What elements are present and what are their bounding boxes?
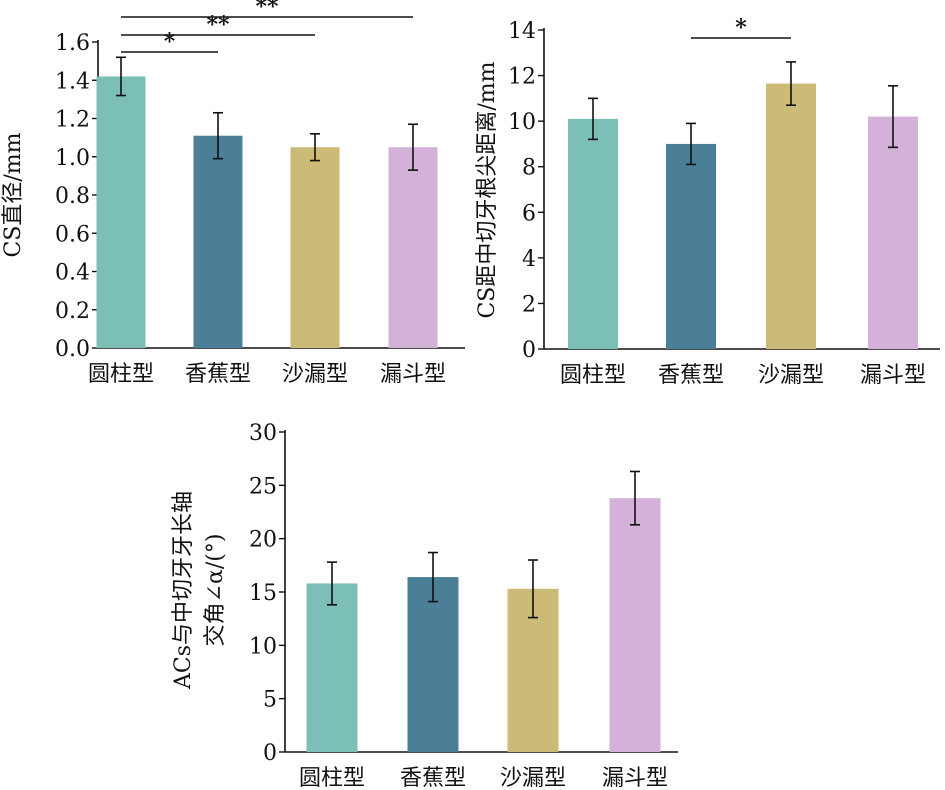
x-category-label: 圆柱型 [88, 362, 154, 387]
y-tick-label: 12 [508, 65, 536, 90]
x-category-label: 香蕉型 [400, 766, 466, 790]
bar-3 [290, 147, 340, 348]
y-tick-label: 0.2 [55, 299, 90, 324]
bar-2 [407, 577, 459, 752]
bar-2 [666, 143, 716, 349]
y-tick-label: 6 [522, 201, 536, 226]
y-axis-title: ACs与中切牙牙长轴 [171, 491, 196, 690]
y-tick-label: 2 [522, 292, 536, 317]
x-category-label: 沙漏型 [500, 766, 566, 790]
bar-4 [609, 498, 661, 752]
bar-1 [306, 583, 358, 752]
x-category-label: 香蕉型 [185, 362, 251, 387]
x-category-label: 圆柱型 [560, 363, 626, 388]
y-tick-label: 10 [249, 634, 277, 659]
y-tick-label: 10 [508, 110, 536, 135]
significance-label: ** [206, 12, 230, 38]
y-tick-label: 14 [508, 19, 536, 44]
y-tick-label: 20 [249, 528, 277, 553]
y-tick-label: 8 [522, 156, 536, 181]
x-category-label: 漏斗型 [860, 363, 926, 388]
y-tick-label: 25 [249, 474, 277, 499]
bar-4 [868, 116, 918, 349]
y-tick-label: 5 [263, 688, 277, 713]
significance-label: * [164, 29, 176, 55]
x-category-label: 沙漏型 [758, 363, 824, 388]
y-tick-label: 0.8 [55, 184, 90, 209]
bar-3 [766, 83, 816, 350]
chart-panel-1: 0.0 0.2 0.4 0.6 0.8 1.0 1.2 1.4 1.6 圆柱型 香蕉型 沙漏型 漏斗型 C… [1, 0, 465, 387]
bar-2 [193, 135, 243, 348]
chart-panel-3: 0 5 10 15 20 25 30 圆柱型 香蕉型 沙漏型 漏斗型 ACs与中切牙牙长轴 交角∠α/(… [171, 421, 678, 790]
y-axis-title: CS距中切牙根尖距离/mm [475, 61, 500, 318]
y-axis-title: CS直径/mm [1, 132, 26, 257]
y-tick-label: 0.4 [55, 261, 90, 286]
significance-label: ** [255, 0, 279, 20]
y-tick-label: 1.4 [55, 69, 90, 94]
bar-1 [568, 118, 618, 349]
y-tick-label: 0.6 [55, 222, 90, 247]
y-tick-label: 0 [522, 338, 536, 363]
y-tick-label: 0.0 [55, 337, 90, 362]
y-axis-title: 交角∠α/(°) [203, 534, 228, 647]
significance-label: * [735, 15, 747, 41]
y-tick-label: 0 [263, 741, 277, 766]
x-category-label: 漏斗型 [380, 362, 446, 387]
y-tick-label: 1.6 [55, 31, 90, 56]
y-tick-label: 1.2 [55, 108, 90, 133]
y-tick-label: 4 [522, 247, 536, 272]
x-category-label: 漏斗型 [602, 766, 668, 790]
x-category-label: 沙漏型 [282, 362, 348, 387]
bar-1 [96, 76, 146, 349]
bar-4 [388, 147, 438, 348]
chart-panel-2: 0 2 4 6 8 10 12 14 圆柱型 香蕉型 沙漏型 漏斗型 CS距中切牙根尖距离/mm * [475, 15, 940, 388]
x-category-label: 圆柱型 [299, 766, 365, 790]
y-tick-label: 1.0 [55, 146, 90, 171]
y-tick-label: 15 [249, 581, 277, 606]
y-tick-label: 30 [249, 421, 277, 446]
x-category-label: 香蕉型 [658, 363, 724, 388]
